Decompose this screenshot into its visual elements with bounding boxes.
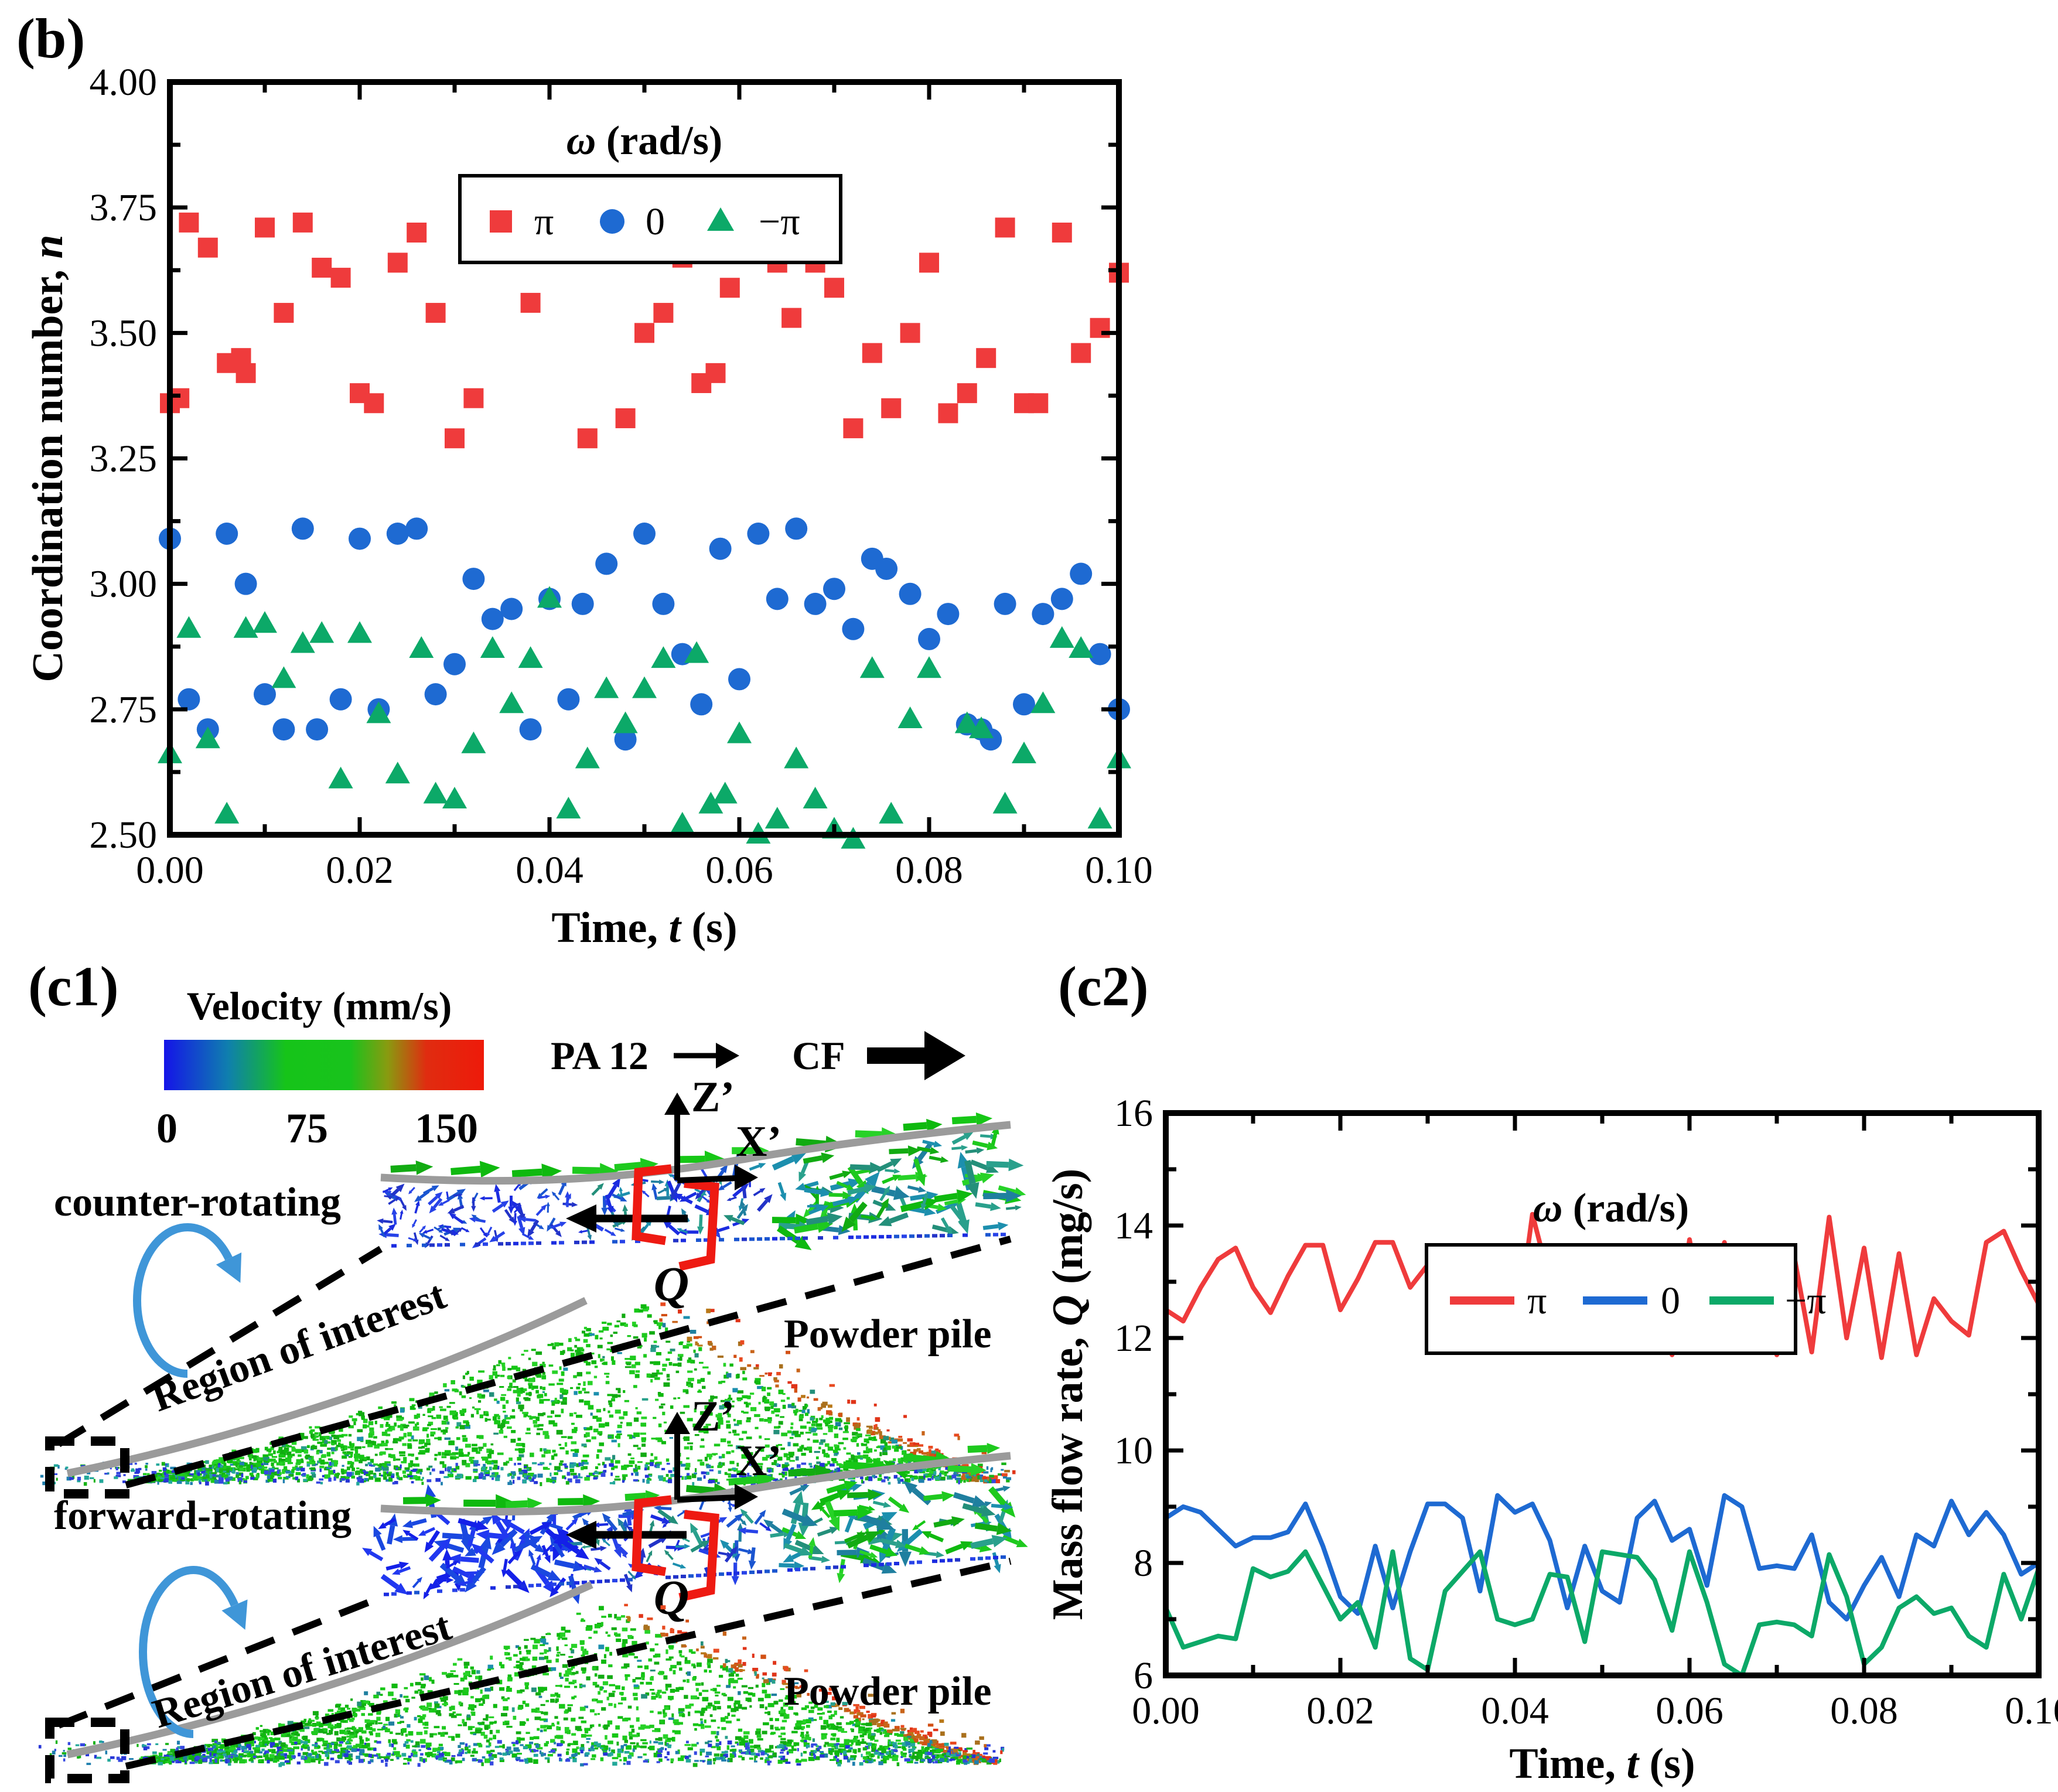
svg-text:4.00: 4.00 xyxy=(90,61,158,104)
svg-text:X’: X’ xyxy=(736,1437,781,1485)
legend: ω (rad/s)π 0 −π xyxy=(1425,1186,1827,1355)
svg-text:0.10: 0.10 xyxy=(1085,849,1153,892)
coordination-number-chart: 0.00 0.02 0.04 0.06 0.08 0.10 2.50 2.75 3.00 3.25… xyxy=(24,61,1153,952)
feed-direction-labels: PA 12 CF xyxy=(551,1031,965,1080)
powder-pile xyxy=(38,1603,1005,1767)
series-2 xyxy=(1163,1549,2041,1678)
svg-text:Z’: Z’ xyxy=(691,1073,735,1121)
colorbar: Velocity (mm/s) 0 75 150 xyxy=(156,984,484,1152)
svg-text:Coordination number, n: Coordination number, n xyxy=(24,234,72,682)
svg-text:150: 150 xyxy=(415,1105,478,1152)
local-axes: Z’X’ xyxy=(664,1392,781,1510)
chart-c2: 0.000.020.040.060.080.106810121416Time, … xyxy=(1052,1092,2058,1788)
tick-labels: 0.00 0.02 0.04 0.06 0.08 0.10 2.50 2.75 3.00 3.25… xyxy=(90,61,1153,892)
svg-text:Region of interest: Region of interest xyxy=(146,1272,452,1421)
rotation-arrow-arc xyxy=(133,1223,233,1378)
svg-text:PA 12: PA 12 xyxy=(551,1033,649,1078)
series-1 xyxy=(159,517,1130,751)
svg-text:2.50: 2.50 xyxy=(90,814,158,856)
svg-text:3.00: 3.00 xyxy=(90,563,158,606)
svg-text:0.06: 0.06 xyxy=(705,849,773,892)
panel-c1-label: (c1) xyxy=(28,955,119,1018)
svg-text:CF: CF xyxy=(792,1033,845,1078)
svg-text:2.75: 2.75 xyxy=(90,688,158,731)
svg-text:Time, t (s): Time, t (s) xyxy=(551,904,737,952)
svg-text:3.50: 3.50 xyxy=(90,312,158,354)
svg-text:75: 75 xyxy=(286,1105,328,1152)
mass-flow-rate-chart: 0.000.020.040.060.080.106810121416Time, … xyxy=(1052,1092,2058,1788)
plot-border xyxy=(167,79,1122,838)
chart-b: 0.00 0.02 0.04 0.06 0.08 0.10 2.50 2.75 3.00 3.25… xyxy=(24,61,1153,952)
svg-text:ω (rad/s): ω (rad/s) xyxy=(566,118,722,163)
source-region-box xyxy=(45,1718,129,1783)
svg-text:0: 0 xyxy=(156,1105,178,1152)
svg-text:X’: X’ xyxy=(736,1118,781,1166)
svg-text:3.25: 3.25 xyxy=(90,438,158,480)
panel-c2-label: (c2) xyxy=(1058,955,1149,1018)
source-region-box xyxy=(45,1436,129,1499)
flow-gate-bracket xyxy=(632,1164,719,1271)
rotation-arrow-arc xyxy=(139,1566,238,1738)
plot-border xyxy=(1163,1110,2042,1678)
local-axes: Z’X’ xyxy=(664,1073,781,1190)
svg-text:0.02: 0.02 xyxy=(326,849,394,892)
svg-text:Q: Q xyxy=(654,1571,690,1625)
svg-text:Velocity (mm/s): Velocity (mm/s) xyxy=(187,984,452,1028)
series-1 xyxy=(1163,1493,2041,1622)
svg-text:counter-rotating: counter-rotating xyxy=(54,1180,341,1225)
svg-text:0.08: 0.08 xyxy=(895,849,963,892)
svg-text:0: 0 xyxy=(646,200,665,243)
svg-text:0.00: 0.00 xyxy=(136,849,204,892)
zoom-link-lines xyxy=(56,1235,1012,1489)
svg-text:−π: −π xyxy=(759,200,800,243)
flow-gate-bracket xyxy=(632,1495,719,1602)
svg-text:3.75: 3.75 xyxy=(90,186,158,229)
series-layer xyxy=(158,212,1131,849)
svg-text:Q: Q xyxy=(654,1257,690,1312)
series-2 xyxy=(158,586,1131,849)
svg-text:0.04: 0.04 xyxy=(516,849,583,892)
panel-b-label: (b) xyxy=(16,7,86,70)
zoom-link-lines xyxy=(57,1558,1012,1770)
legend: ω (rad/s) π 0 −π xyxy=(458,118,842,264)
svg-text:π: π xyxy=(534,200,554,243)
powder-pile xyxy=(40,1302,1016,1486)
vector-band xyxy=(377,1112,1026,1251)
tick-labels: 0.000.020.040.060.080.106810121416 xyxy=(1114,1092,2058,1732)
svg-text:Powder pile: Powder pile xyxy=(784,1312,992,1357)
svg-text:Z’: Z’ xyxy=(691,1392,735,1441)
